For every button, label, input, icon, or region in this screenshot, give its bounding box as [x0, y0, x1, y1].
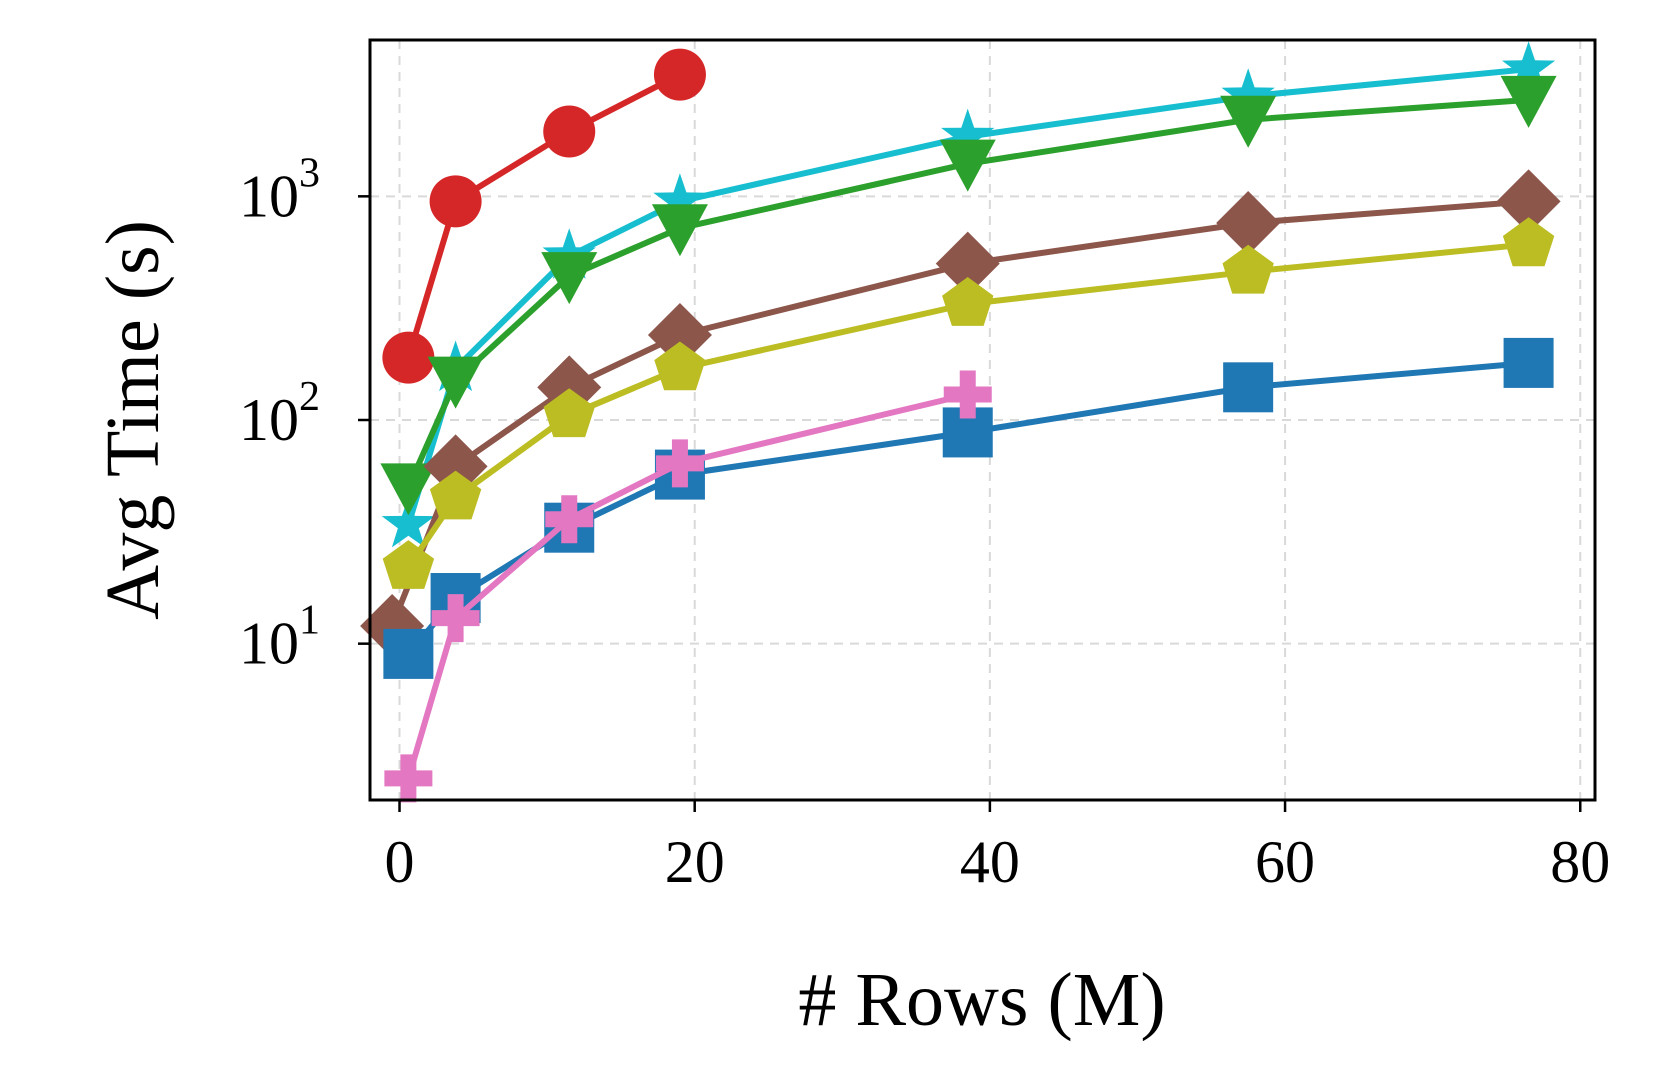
y-tick-exp-1000: 3 — [299, 150, 320, 196]
y-tick-exp-10: 1 — [299, 598, 320, 644]
point-green-triangle-6 — [1500, 75, 1557, 128]
point-cyan-star-4 — [941, 108, 995, 160]
point-red-circle-0 — [382, 331, 435, 384]
point-brown-diamond-4 — [935, 231, 1000, 296]
series-pink-plus — [384, 370, 992, 803]
point-green-triangle-5 — [1220, 95, 1277, 148]
point-red-circle-2 — [543, 105, 596, 158]
point-cyan-star-0 — [381, 496, 435, 548]
y-axis-label: Avg Time (s) — [91, 220, 175, 620]
point-olive-pentagon-0 — [382, 540, 435, 589]
point-cyan-star-6 — [1502, 41, 1556, 92]
point-pink-plus-1 — [431, 594, 480, 643]
point-red-circle-1 — [429, 175, 482, 228]
point-olive-pentagon-2 — [543, 388, 595, 438]
point-cyan-star-3 — [653, 173, 707, 224]
y-tick-base-1000: 10 — [239, 163, 299, 229]
point-blue-square-0 — [383, 628, 434, 679]
y-tick-base-10: 10 — [239, 611, 299, 677]
point-olive-pentagon-5 — [1222, 244, 1274, 294]
y-tick-label-10: 101 — [239, 598, 320, 677]
x-tick-label-20: 20 — [665, 829, 725, 895]
x-axis-label: # Rows (M) — [798, 958, 1165, 1042]
series-line-red-circle — [405, 71, 683, 361]
point-olive-pentagon-6 — [1502, 217, 1555, 267]
series-green-triangle — [380, 75, 1557, 516]
point-green-triangle-0 — [380, 463, 437, 516]
y-tick-exp-100: 2 — [299, 374, 320, 420]
series-layer — [360, 41, 1561, 803]
x-tick-label-40: 40 — [960, 829, 1020, 895]
point-green-triangle-3 — [651, 204, 708, 257]
x-tick-label-60: 60 — [1255, 829, 1315, 895]
point-olive-pentagon-3 — [654, 341, 706, 391]
point-green-triangle-4 — [939, 139, 996, 192]
point-olive-pentagon-1 — [429, 470, 482, 520]
point-brown-diamond-6 — [1496, 169, 1561, 234]
x-tick-label-0: 0 — [385, 829, 415, 895]
point-cyan-star-5 — [1221, 68, 1275, 119]
series-brown-diamond — [360, 169, 1561, 658]
point-brown-diamond-5 — [1216, 190, 1281, 255]
point-pink-plus-3 — [655, 439, 704, 488]
point-brown-diamond-3 — [647, 302, 712, 367]
point-green-triangle-2 — [541, 252, 598, 305]
point-pink-plus-0 — [384, 754, 433, 803]
point-blue-square-6 — [1503, 337, 1554, 388]
series-olive-pentagon — [382, 217, 1555, 589]
y-tick-base-100: 10 — [239, 387, 299, 453]
point-blue-square-5 — [1223, 362, 1274, 413]
point-red-circle-3 — [653, 48, 706, 101]
y-tick-label-100: 102 — [239, 374, 320, 453]
point-green-triangle-1 — [427, 356, 484, 409]
x-tick-label-80: 80 — [1550, 829, 1610, 895]
y-tick-label-1000: 103 — [239, 150, 320, 229]
point-pink-plus-4 — [943, 370, 992, 419]
point-olive-pentagon-4 — [942, 277, 994, 326]
point-pink-plus-2 — [545, 495, 594, 544]
series-red-circle — [382, 48, 706, 384]
